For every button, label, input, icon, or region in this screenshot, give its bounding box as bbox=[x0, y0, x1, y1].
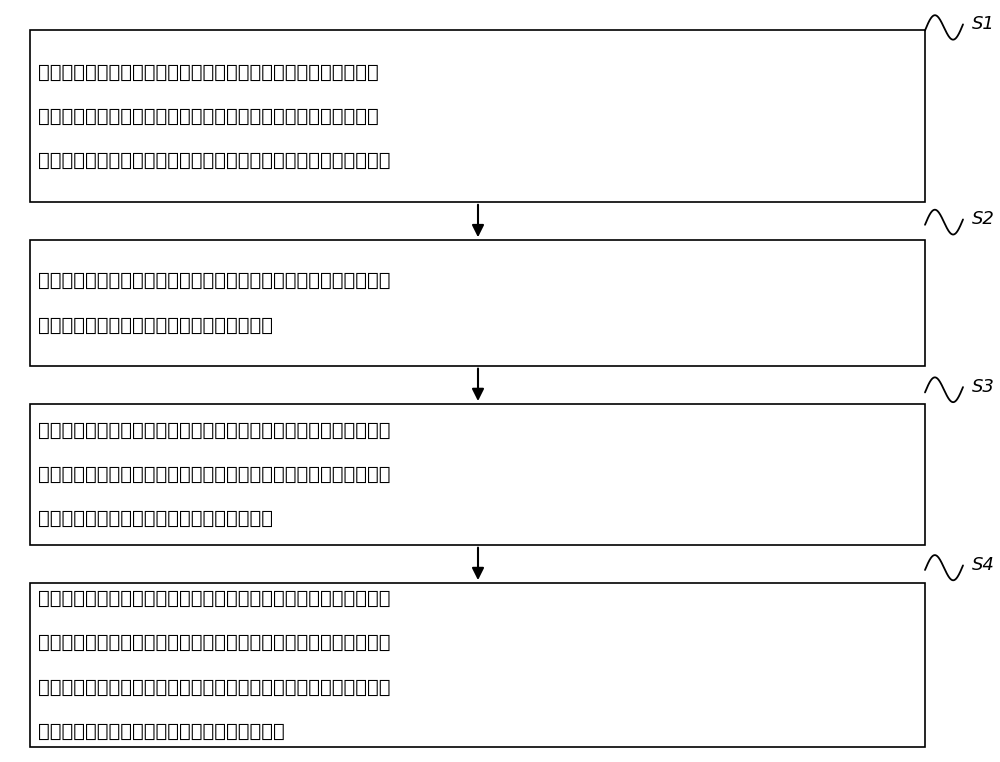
Text: S2: S2 bbox=[972, 210, 995, 229]
Text: 将正电极板和离子交换膜由下至上呈倾斜状固定在电解槽的内壁上: 将正电极板和离子交换膜由下至上呈倾斜状固定在电解槽的内壁上 bbox=[38, 62, 379, 82]
Text: 板上产生氢气，在正电极板上产生氧气；通过离子交换膜的隔离后，: 板上产生氢气，在正电极板上产生氧气；通过离子交换膜的隔离后， bbox=[38, 465, 390, 484]
Text: 的第一密封腔体和用于盛装可饮用水溶液的第二密封腔体的两个腔体: 的第一密封腔体和用于盛装可饮用水溶液的第二密封腔体的两个腔体 bbox=[38, 151, 390, 170]
Text: 在第一密封腔体内产生气体的同时，通过血液透析原理，在正电极板: 在第一密封腔体内产生气体的同时，通过血液透析原理，在正电极板 bbox=[38, 589, 390, 608]
Text: S3: S3 bbox=[972, 378, 995, 396]
Bar bbox=[30, 404, 925, 545]
Text: 产生的氢气不会与氧气混合，形成的是纯氢气: 产生的氢气不会与氧气混合，形成的是纯氢气 bbox=[38, 509, 273, 528]
Bar bbox=[30, 583, 925, 747]
Text: ；通过离子交换膜分隔后该电解槽形成用于盛装进行电解的水溶液: ；通过离子交换膜分隔后该电解槽形成用于盛装进行电解的水溶液 bbox=[38, 107, 379, 126]
Text: 与电解槽所形成的锐角处与水溶液的水平面之间形成一气体三角区，: 与电解槽所形成的锐角处与水溶液的水平面之间形成一气体三角区， bbox=[38, 633, 390, 652]
Text: 将负电极板固定在第二密封腔体内，且位于离子交换膜上方；该正电: 将负电极板固定在第二密封腔体内，且位于离子交换膜上方；该正电 bbox=[38, 271, 390, 290]
Text: 极板、离子交换膜和负电极板三者位置相平行: 极板、离子交换膜和负电极板三者位置相平行 bbox=[38, 315, 273, 335]
Text: 过气体三角区将第一密封腔体内的气体及时排出: 过气体三角区将第一密封腔体内的气体及时排出 bbox=[38, 722, 285, 741]
Text: 电解后氧气及水溶液中存在的氮气均聚集在该气体三角区后排出；通: 电解后氧气及水溶液中存在的氮气均聚集在该气体三角区后排出；通 bbox=[38, 677, 390, 696]
Text: S1: S1 bbox=[972, 15, 995, 34]
Text: 控制电路板通电后，负电极板和正电极板开始进行电解；并在负电极: 控制电路板通电后，负电极板和正电极板开始进行电解；并在负电极 bbox=[38, 421, 390, 440]
Bar bbox=[30, 240, 925, 366]
Text: S4: S4 bbox=[972, 556, 995, 575]
Bar bbox=[30, 30, 925, 202]
